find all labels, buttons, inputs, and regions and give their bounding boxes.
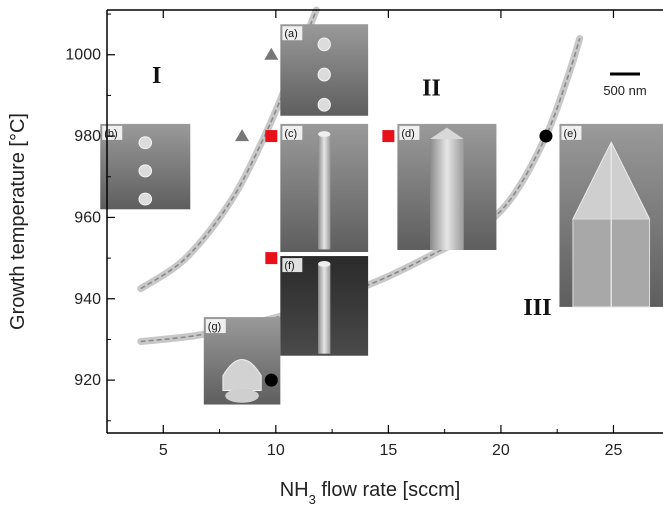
x-tick-label: 20 bbox=[492, 442, 510, 459]
x-tick-label: 5 bbox=[159, 442, 168, 459]
nanowire bbox=[430, 139, 464, 250]
sem-panel-d: (d) bbox=[397, 123, 497, 250]
boundary-dash bbox=[140, 38, 581, 343]
panel-label-bg bbox=[282, 125, 303, 140]
x-axis-label-rest: flow rate [sccm] bbox=[316, 479, 460, 501]
nanostructure-dot bbox=[317, 67, 331, 82]
square-marker bbox=[382, 130, 395, 143]
sem-panel-a: (a) bbox=[280, 24, 369, 116]
panel-label: (f) bbox=[284, 260, 294, 272]
sem-panel-c: (c) bbox=[280, 123, 369, 253]
mesa-structure bbox=[222, 359, 262, 392]
nanowire bbox=[318, 264, 331, 354]
nanostructure-dot bbox=[317, 37, 331, 52]
panel-label-bg bbox=[561, 125, 582, 140]
scale-bar: 500 nm bbox=[603, 72, 647, 98]
panel-label-bg bbox=[282, 258, 303, 273]
sem-panel-e: (e) bbox=[559, 123, 663, 308]
circle-marker bbox=[264, 373, 278, 387]
x-tick-label: 15 bbox=[379, 442, 397, 459]
mesa-structure-lower bbox=[225, 388, 259, 403]
x-axis-label-base: NH bbox=[280, 479, 309, 501]
scale-bar-label: 500 nm bbox=[603, 83, 646, 98]
region-label-I: I bbox=[152, 63, 161, 89]
nanostructure-dot bbox=[317, 97, 331, 112]
square-marker bbox=[265, 130, 278, 143]
nanowire-tip bbox=[318, 131, 331, 138]
panel-label: (d) bbox=[401, 128, 414, 140]
panel-label: (g) bbox=[208, 321, 221, 333]
panel-label: (c) bbox=[284, 128, 297, 140]
sem-panel-f: (f) bbox=[280, 256, 369, 356]
y-tick-label: 980 bbox=[74, 128, 101, 145]
data-markers bbox=[235, 47, 553, 387]
x-tick-label: 25 bbox=[605, 442, 623, 459]
y-tick-label: 920 bbox=[74, 372, 101, 389]
x-tick-label: 10 bbox=[267, 442, 285, 459]
panel-label: (e) bbox=[563, 128, 576, 140]
nanostructure-dot bbox=[138, 164, 153, 178]
nanowire-tip bbox=[318, 261, 331, 268]
triangle-marker bbox=[235, 129, 250, 142]
sem-panel-b: (b) bbox=[100, 123, 191, 210]
region-label-II: II bbox=[422, 75, 441, 101]
nanostructure-dot bbox=[138, 136, 153, 150]
panel-label-bg bbox=[205, 319, 226, 334]
sem-panels: (a) (b) (c) (d) (e) (g) (f) bbox=[100, 24, 663, 405]
nanowire bbox=[318, 134, 331, 250]
y-tick-label: 940 bbox=[74, 291, 101, 308]
square-marker bbox=[265, 252, 278, 265]
panel-label-bg bbox=[282, 26, 303, 41]
y-axis-label: Growth temperature [°C] bbox=[7, 113, 29, 330]
nanowire-cap bbox=[430, 127, 464, 140]
triangle-marker bbox=[264, 47, 279, 60]
circle-marker bbox=[539, 129, 553, 143]
panel-label-bg bbox=[399, 125, 420, 140]
x-axis-label-sub: 3 bbox=[309, 492, 316, 505]
panel-label: (a) bbox=[284, 28, 297, 40]
y-tick-label: 1000 bbox=[65, 47, 101, 64]
axes: 5 10 15 20 25 920 940 960 980 1000 NH3 flow rate [… bbox=[7, 9, 663, 505]
y-tick-label: 960 bbox=[74, 209, 101, 226]
x-axis-label: NH3 flow rate [sccm] bbox=[280, 479, 461, 505]
region-label-III: III bbox=[523, 295, 551, 321]
nanostructure-dot bbox=[138, 192, 153, 206]
sem-panel-g: (g) bbox=[203, 317, 281, 405]
